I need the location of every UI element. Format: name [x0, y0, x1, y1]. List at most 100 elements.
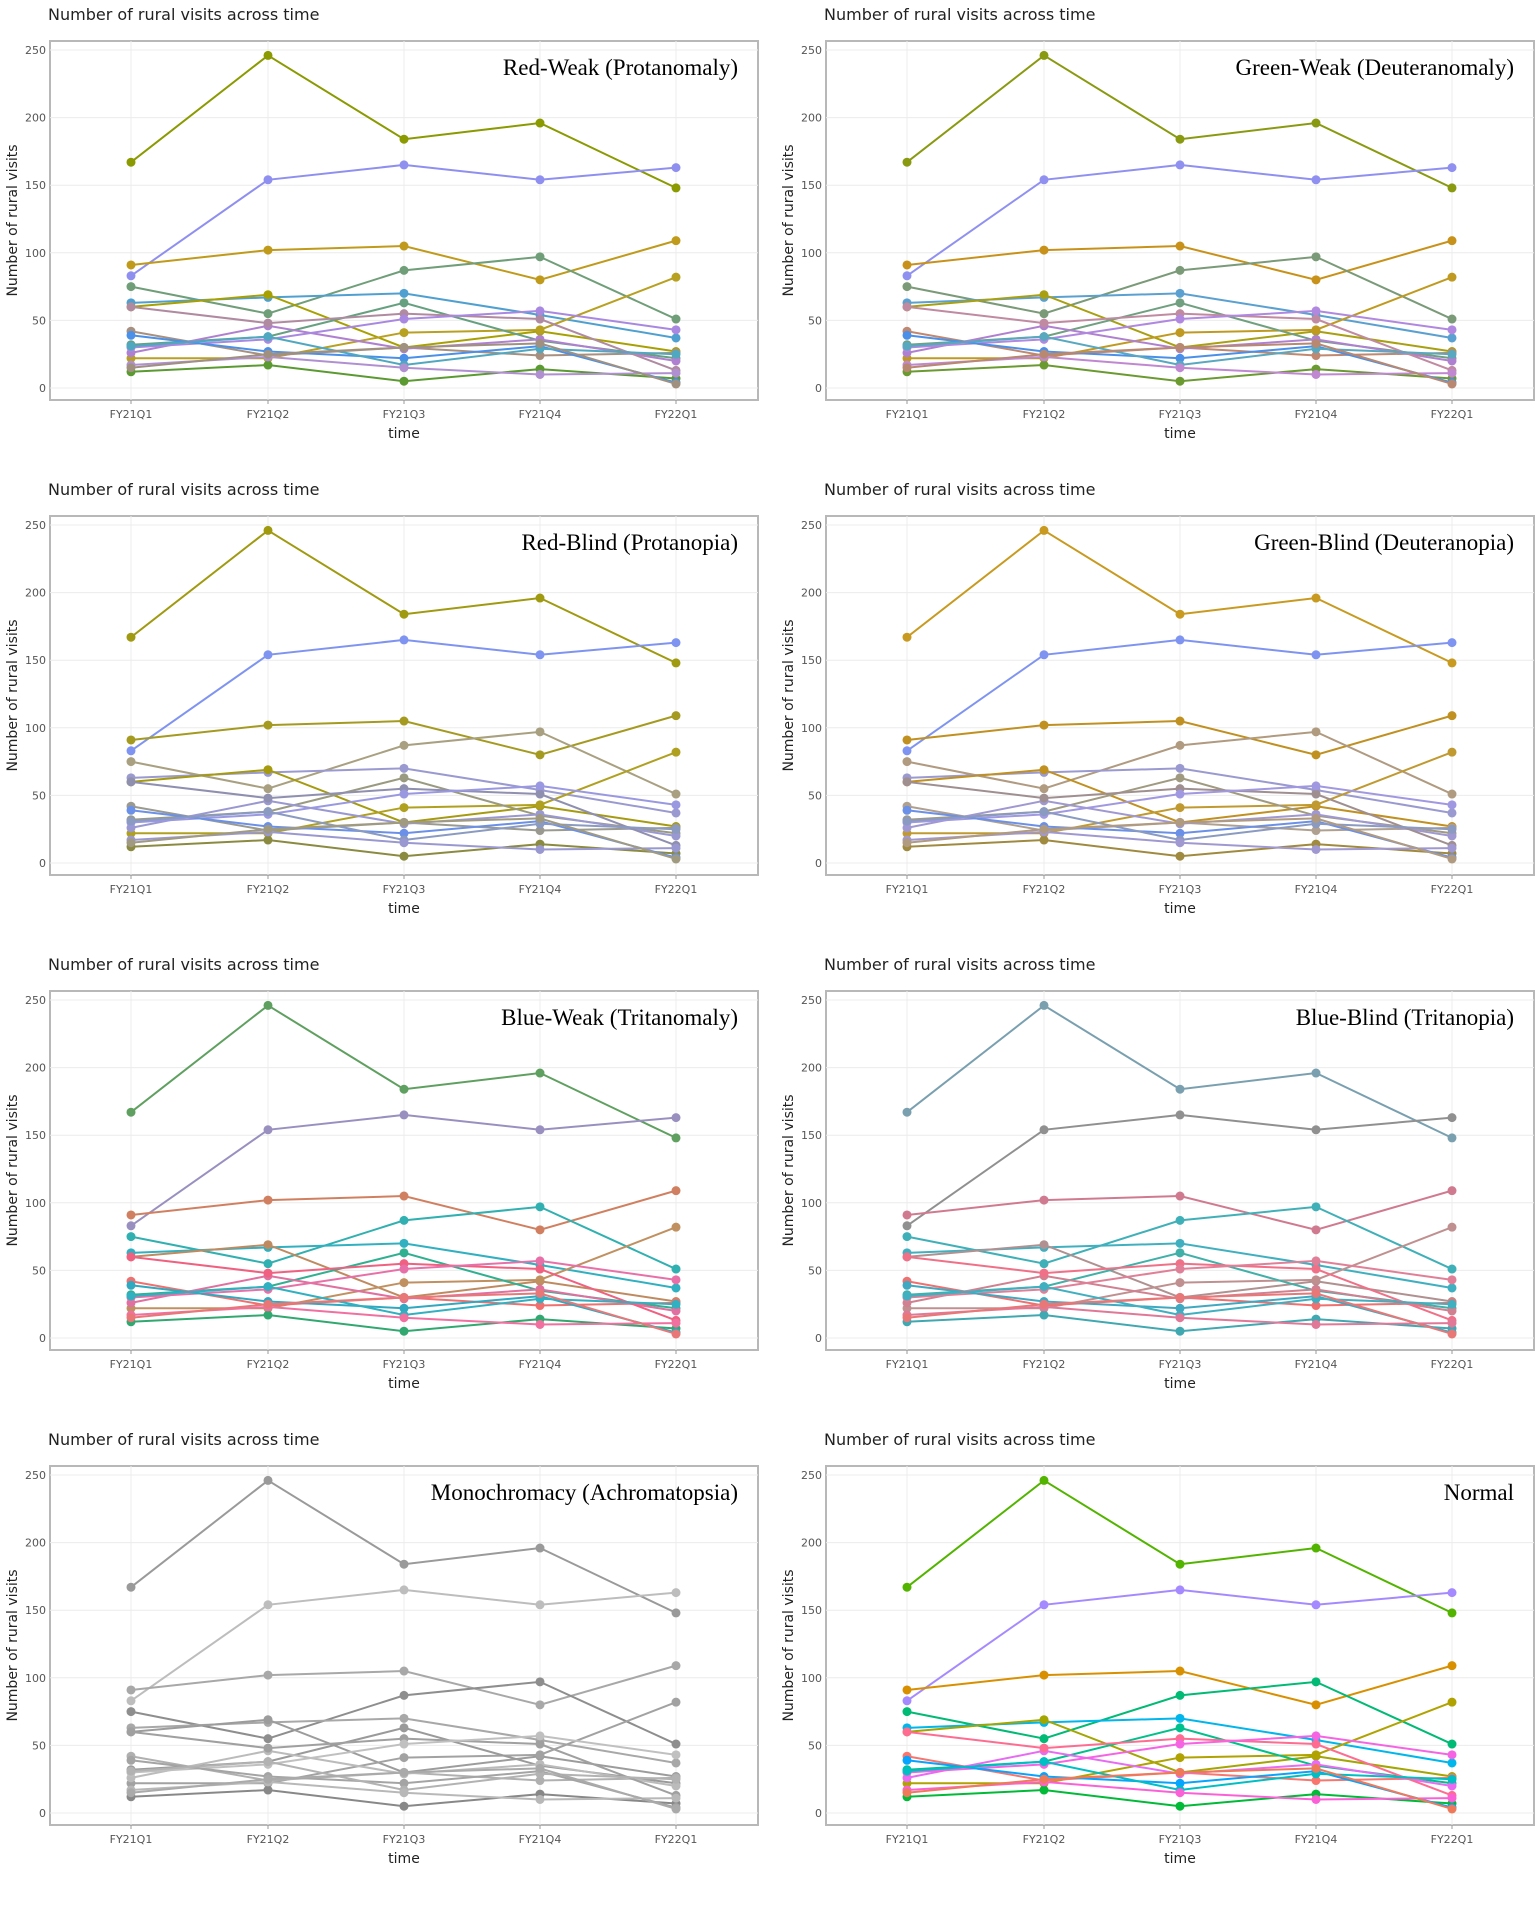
data-point — [1447, 1774, 1457, 1784]
data-point — [399, 1788, 409, 1798]
data-point — [126, 1232, 136, 1242]
series-1 — [126, 160, 681, 281]
series-2 — [126, 1186, 681, 1235]
data-point — [399, 1191, 409, 1201]
y-tick-label: 50 — [808, 1739, 822, 1752]
x-tick-label: FY21Q2 — [1023, 883, 1066, 896]
chart-panel-protanomaly: Number of rural visits across time 0 50 100… — [0, 0, 768, 475]
data-point — [1039, 1125, 1049, 1135]
series-16 — [902, 813, 1457, 864]
data-point — [1175, 763, 1185, 773]
y-tick-label: 150 — [25, 1604, 46, 1617]
x-tick-label: FY21Q3 — [1159, 1833, 1202, 1846]
data-point — [1447, 1758, 1457, 1768]
data-point — [399, 1585, 409, 1595]
x-tick-label: FY21Q2 — [247, 1833, 290, 1846]
data-point — [1175, 1326, 1185, 1336]
y-axis-label: Number of rural visits — [5, 1569, 21, 1721]
data-point — [263, 807, 273, 817]
data-point — [1447, 824, 1457, 834]
series-2 — [126, 711, 681, 760]
data-point — [1311, 826, 1321, 836]
data-point — [1311, 1275, 1321, 1285]
x-tick-label: FY21Q2 — [247, 883, 290, 896]
y-tick-label: 50 — [808, 1264, 822, 1277]
data-point — [535, 800, 545, 810]
y-tick-label: 0 — [39, 1807, 46, 1820]
chart-panel-achromatopsia: Number of rural visits across time 0 50 100… — [0, 1425, 768, 1900]
data-point — [126, 1755, 136, 1765]
data-point — [671, 824, 681, 834]
series-2 — [126, 1661, 681, 1710]
data-point — [1039, 1268, 1049, 1278]
data-point — [399, 716, 409, 726]
data-point — [671, 1750, 681, 1760]
panel-label: Green-Weak (Deuteranomaly) — [1236, 55, 1514, 80]
data-point — [1039, 332, 1049, 342]
data-point — [263, 1475, 273, 1485]
data-point — [399, 314, 409, 324]
data-point — [399, 376, 409, 386]
panel-label: Red-Weak (Protanomaly) — [503, 55, 738, 80]
x-tick-label: FY21Q1 — [110, 883, 153, 896]
series-0 — [902, 50, 1457, 193]
panel-label: Monochromacy (Achromatopsia) — [431, 1480, 738, 1505]
series-1 — [126, 1585, 681, 1706]
data-point — [671, 325, 681, 335]
data-point — [1447, 333, 1457, 343]
y-tick-label: 250 — [25, 44, 46, 57]
data-point — [399, 241, 409, 251]
series-0 — [902, 1000, 1457, 1143]
x-axis-label: time — [1164, 1851, 1196, 1867]
series-3 — [126, 727, 681, 799]
data-point — [126, 1766, 136, 1776]
data-point — [671, 379, 681, 389]
y-axis-label: Number of rural visits — [5, 619, 21, 771]
data-point — [399, 1248, 409, 1258]
chart-panel-deuteranomaly: Number of rural visits across time 0 50 100… — [776, 0, 1536, 475]
series-0 — [126, 50, 681, 193]
data-point — [1311, 1731, 1321, 1741]
y-tick-label: 100 — [801, 1197, 822, 1210]
x-tick-label: FY21Q2 — [247, 1358, 290, 1371]
data-point — [671, 1793, 681, 1803]
data-point — [902, 757, 912, 767]
data-point — [126, 341, 136, 351]
data-point — [902, 157, 912, 167]
data-point — [1175, 1303, 1185, 1313]
x-tick-label: FY21Q3 — [383, 408, 426, 421]
data-point — [1447, 368, 1457, 378]
y-tick-label: 50 — [32, 314, 46, 327]
data-point — [535, 1301, 545, 1311]
data-point — [1039, 1240, 1049, 1250]
data-point — [1039, 1734, 1049, 1744]
data-point — [399, 353, 409, 363]
data-point — [1175, 789, 1185, 799]
data-point — [1447, 1804, 1457, 1814]
data-point — [902, 1291, 912, 1301]
data-point — [1175, 828, 1185, 838]
x-tick-label: FY21Q2 — [1023, 1833, 1066, 1846]
x-tick-label: FY21Q4 — [519, 408, 562, 421]
data-point — [1175, 1264, 1185, 1274]
series-16 — [902, 1288, 1457, 1339]
data-point — [1039, 1600, 1049, 1610]
data-point — [1447, 1661, 1457, 1671]
data-point — [399, 1778, 409, 1788]
y-tick-label: 250 — [25, 519, 46, 532]
data-point — [1447, 843, 1457, 853]
data-point — [1175, 1313, 1185, 1323]
data-point — [671, 747, 681, 757]
x-tick-label: FY22Q1 — [1431, 1358, 1474, 1371]
y-tick-label: 100 — [25, 247, 46, 260]
data-point — [671, 163, 681, 173]
data-point — [1175, 740, 1185, 750]
data-point — [535, 813, 545, 823]
series-0 — [126, 1475, 681, 1618]
series-1 — [902, 635, 1457, 756]
data-point — [902, 1210, 912, 1220]
data-point — [126, 330, 136, 340]
data-point — [126, 757, 136, 767]
data-point — [263, 1600, 273, 1610]
data-point — [535, 1275, 545, 1285]
